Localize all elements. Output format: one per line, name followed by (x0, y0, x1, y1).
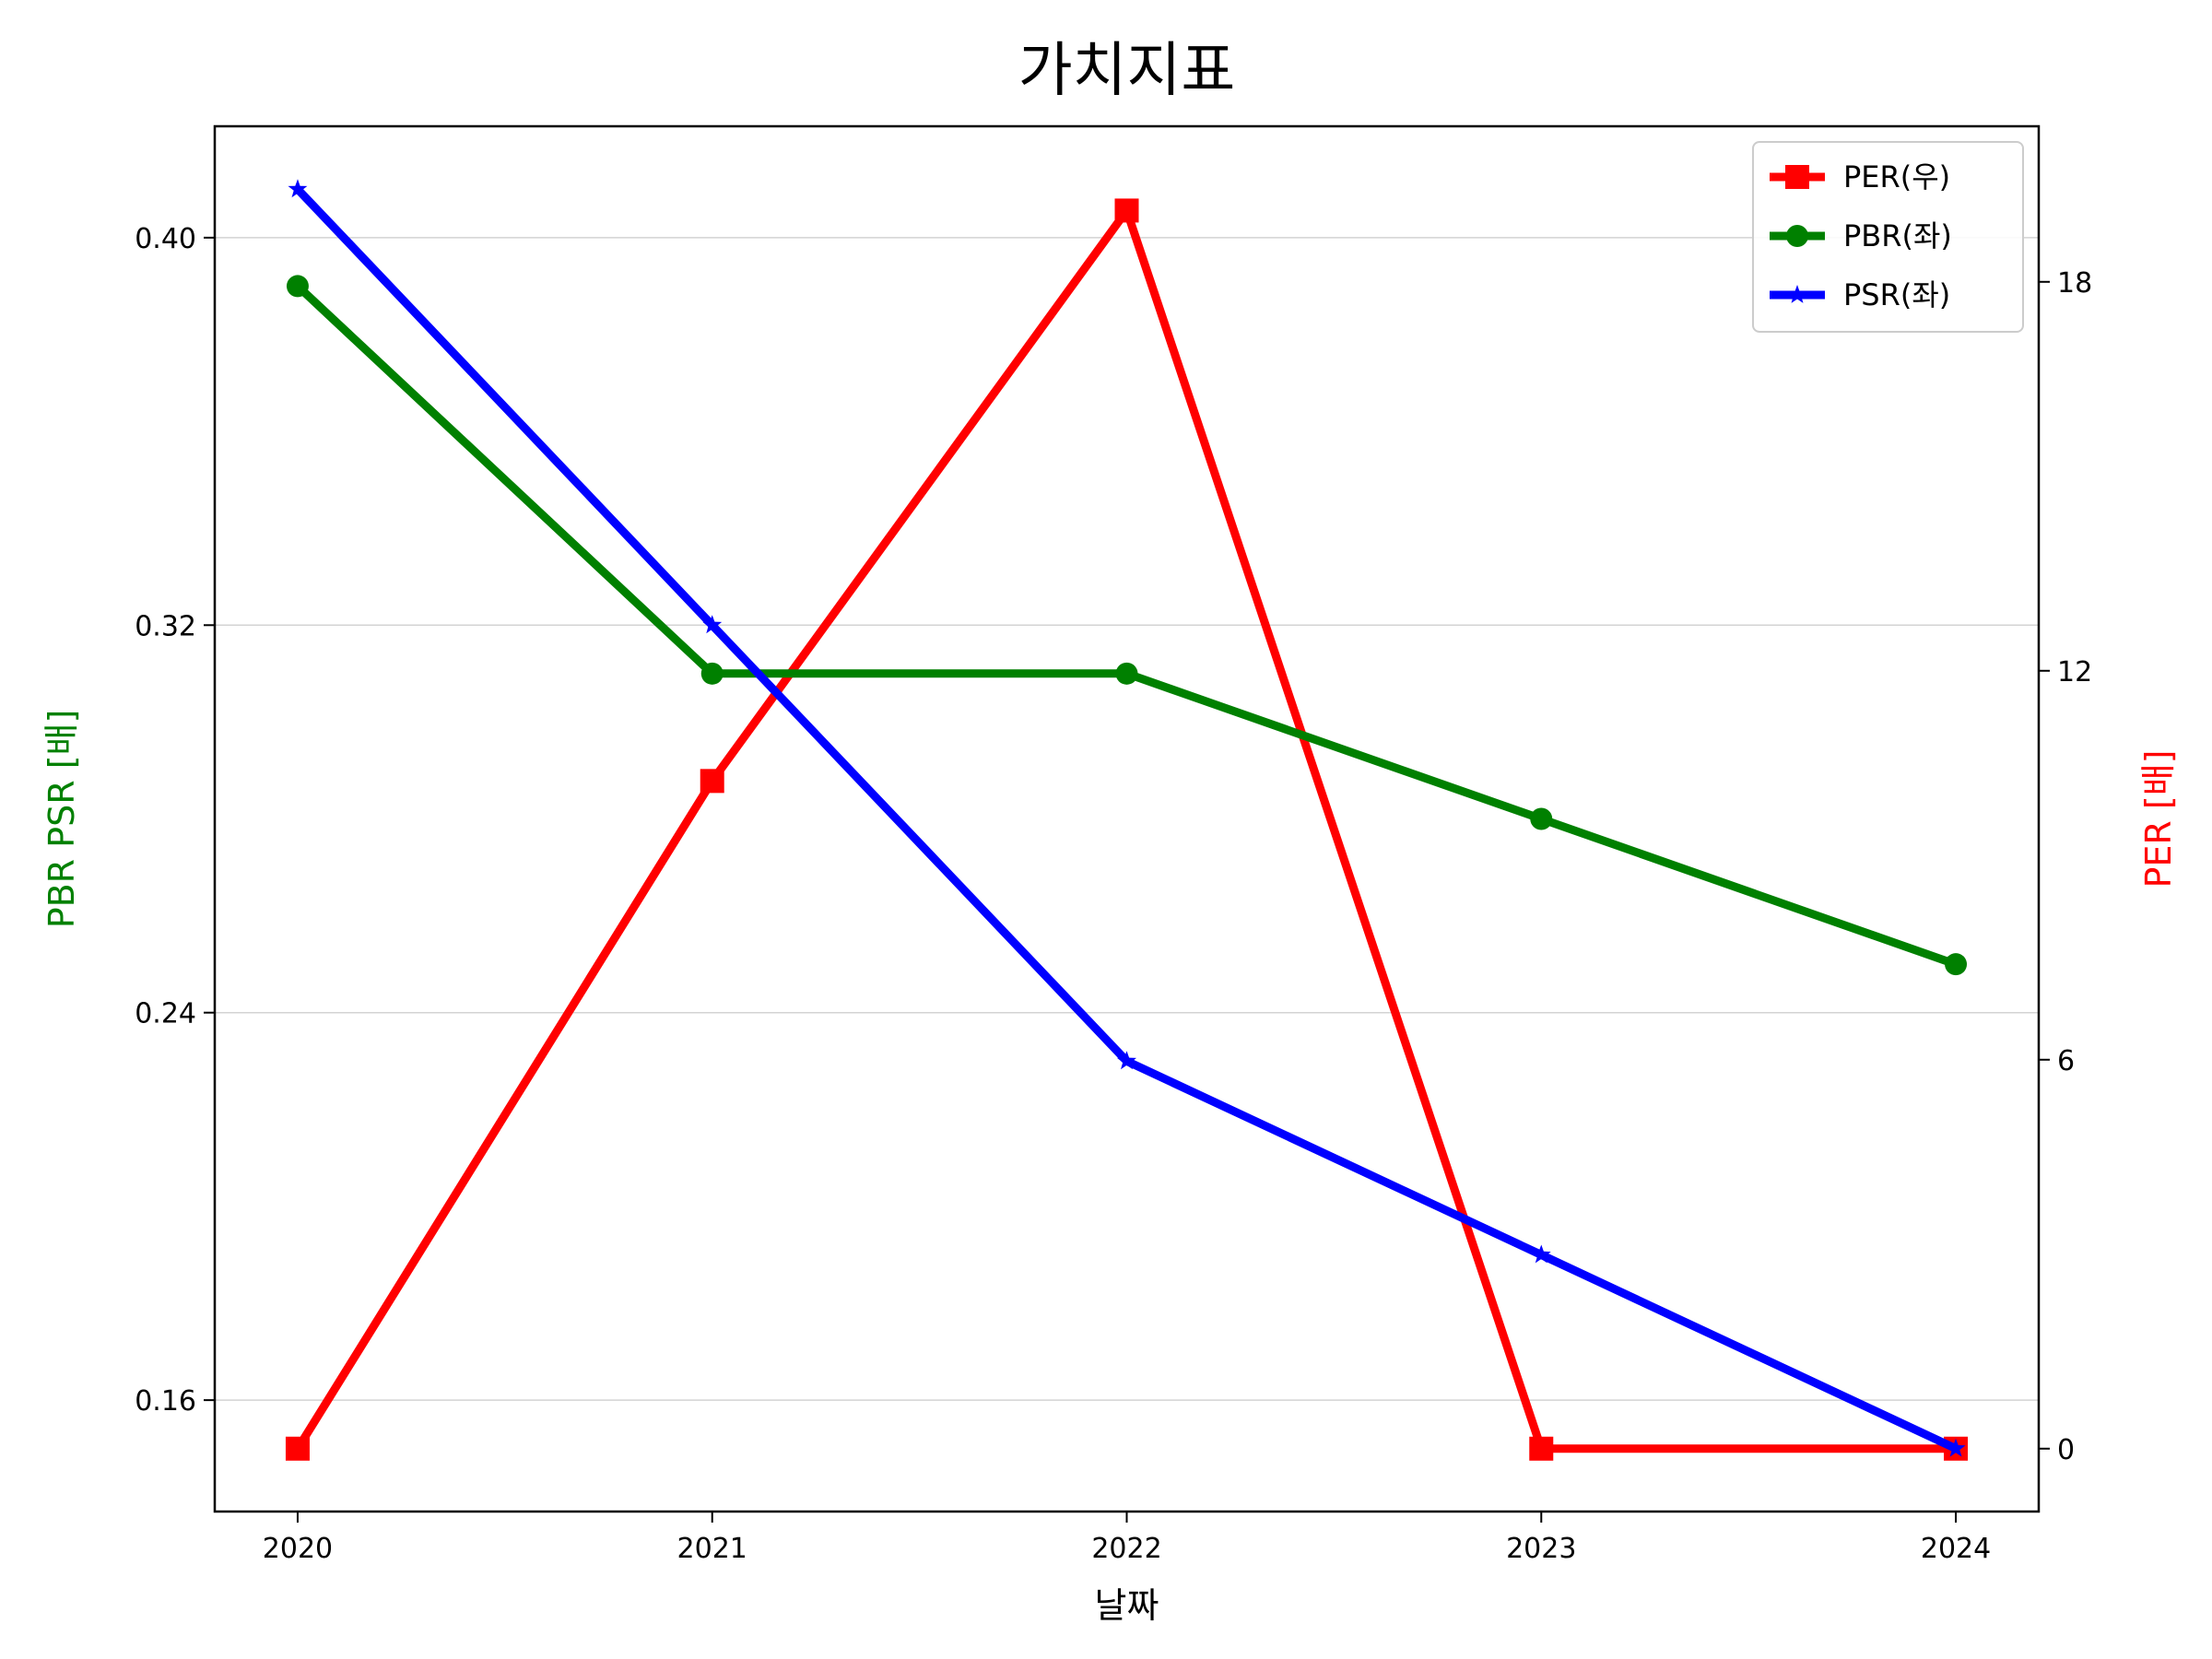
y-left-tick-label: 0.16 (135, 1385, 196, 1418)
legend-box (1752, 141, 2024, 333)
data-point (285, 1436, 310, 1461)
data-point (1530, 807, 1553, 830)
legend-label: PER(우) (1843, 159, 1950, 194)
x-tick-label: 2022 (1091, 1533, 1161, 1565)
x-tick-label: 2020 (263, 1533, 333, 1565)
legend: PER(우) PBR(좌) PSR(좌) (1752, 141, 2024, 333)
series-square (285, 198, 1969, 1461)
y-right-tick-label: 12 (2057, 656, 2092, 688)
legend-marker (1786, 225, 1808, 247)
y-right-tick-label: 0 (2057, 1434, 2075, 1466)
axes: 0.16 0.24 0.32 0.40 0 6 12 18 2020 2021 2022 2023 20… (135, 223, 2092, 1565)
y-right-tick-label: 6 (2057, 1045, 2075, 1077)
plot-frame (213, 124, 2041, 1513)
data-point (1114, 198, 1139, 223)
y-axis-left-title: PBR PSR [배] (41, 710, 82, 929)
y-left-tick-label: 0.24 (135, 998, 196, 1030)
data-point (1531, 1244, 1551, 1264)
chart-title: 가치지표 (1018, 37, 1236, 105)
data-point (288, 179, 308, 198)
y-axis-right-title: PER [배] (2138, 749, 2179, 888)
data-point (1529, 1436, 1554, 1461)
series-layer (285, 179, 1969, 1461)
data-point (1115, 662, 1138, 685)
data-point (1946, 1438, 1966, 1457)
series-line (294, 201, 1956, 1453)
x-tick-label: 2021 (677, 1533, 747, 1565)
series-line (294, 186, 1958, 1453)
x-tick-label: 2024 (1921, 1533, 1991, 1565)
y-right-tick-label: 18 (2057, 267, 2092, 300)
y-left-tick-label: 0.40 (135, 223, 196, 255)
legend-label: PBR(좌) (1843, 218, 1952, 253)
legend-label: PSR(좌) (1843, 277, 1950, 312)
gridlines (215, 237, 2039, 1401)
legend-marker (1787, 285, 1807, 303)
data-point (1117, 1051, 1136, 1070)
data-point (286, 275, 309, 298)
data-point (1945, 953, 1968, 976)
y-left-tick-label: 0.32 (135, 610, 196, 642)
x-tick-label: 2023 (1506, 1533, 1576, 1565)
data-point (702, 615, 723, 634)
series-star (288, 179, 1966, 1457)
series-circle (286, 275, 1968, 976)
x-axis-title: 날짜 (1095, 1585, 1159, 1626)
data-point (700, 662, 724, 685)
data-point (700, 769, 724, 794)
legend-marker (1785, 165, 1809, 189)
